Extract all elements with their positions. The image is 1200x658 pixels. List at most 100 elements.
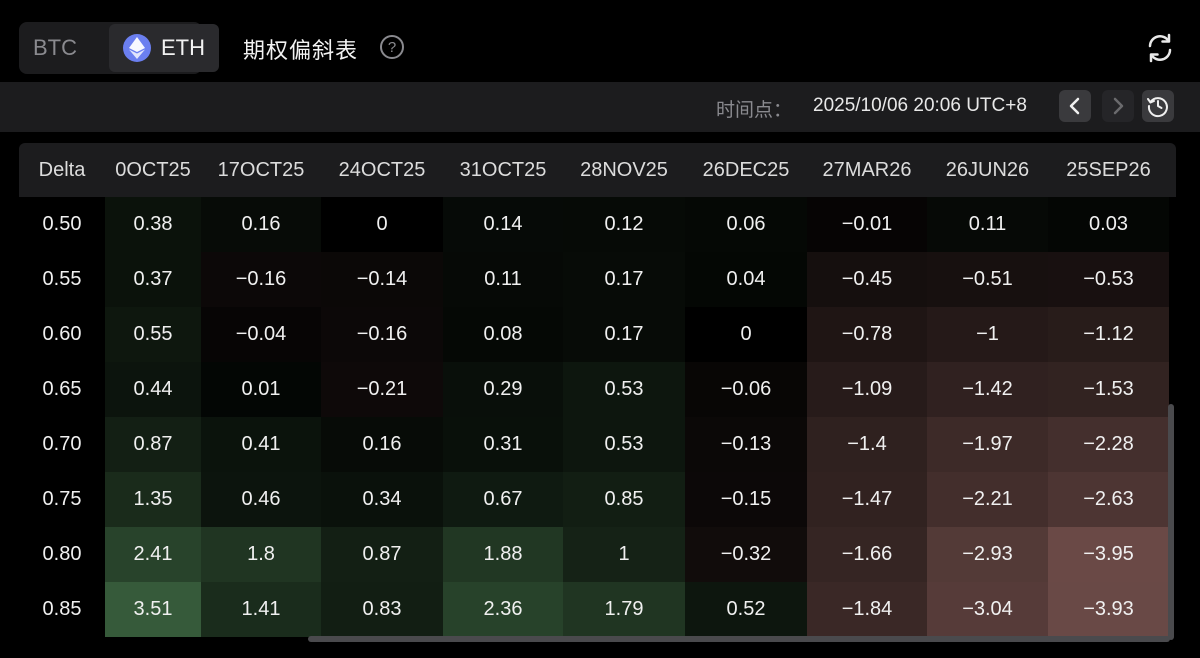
skew-value-cell[interactable]: 0.12 [563,197,685,252]
skew-table: Delta 0OCT25 17OCT25 24OCT25 31OCT25 28NOV25 2… [19,143,1176,648]
skew-value-cell[interactable]: −0.01 [807,197,927,252]
skew-value-cell[interactable]: −2.63 [1048,472,1169,527]
skew-value-cell[interactable]: −1.42 [927,362,1048,417]
skew-value-cell[interactable]: 0.11 [443,252,563,307]
skew-value-cell[interactable]: 0.55 [105,307,201,362]
prev-time-button[interactable] [1059,90,1091,122]
skew-value-cell[interactable]: 3.51 [105,582,201,637]
skew-value-cell[interactable]: 0.14 [443,197,563,252]
skew-value-cell[interactable]: −2.93 [927,527,1048,582]
skew-value-cell[interactable]: 1.8 [201,527,321,582]
skew-value-cell[interactable]: 0.04 [685,252,807,307]
skew-value-cell[interactable]: 0.53 [563,362,685,417]
skew-value-cell[interactable]: −1.4 [807,417,927,472]
skew-value-cell[interactable]: −0.13 [685,417,807,472]
skew-value-cell[interactable]: −0.32 [685,527,807,582]
skew-value-cell[interactable]: −3.95 [1048,527,1169,582]
skew-value-cell[interactable]: −1.12 [1048,307,1169,362]
skew-value-cell[interactable]: 0.16 [321,417,443,472]
skew-value-cell[interactable]: 2.36 [443,582,563,637]
skew-value-cell[interactable]: 0.29 [443,362,563,417]
skew-value-cell[interactable]: −1.66 [807,527,927,582]
help-icon[interactable]: ? [380,35,404,59]
expiry-column-header[interactable]: 0OCT25 [115,158,191,181]
skew-value-cell[interactable]: 1.88 [443,527,563,582]
skew-value-cell[interactable]: 0.17 [563,252,685,307]
skew-value-cell[interactable]: −1.53 [1048,362,1169,417]
page-title: 期权偏斜表 [243,39,359,64]
skew-value-cell[interactable]: −1.09 [807,362,927,417]
skew-value-cell[interactable]: −0.04 [201,307,321,362]
skew-value-cell[interactable]: 0.37 [105,252,201,307]
expiry-column-header[interactable]: 28NOV25 [580,158,668,181]
history-button[interactable] [1142,90,1174,122]
table-row: 0.70 0.87 0.41 0.16 0.31 0.53 −0.13 −1.4 −1.97 −2… [19,417,1176,472]
skew-value-cell[interactable]: 0.41 [201,417,321,472]
coin-btc-button[interactable]: BTC [33,35,77,60]
skew-value-cell[interactable]: −2.28 [1048,417,1169,472]
refresh-icon[interactable] [1144,32,1176,64]
skew-value-cell[interactable]: −0.14 [321,252,443,307]
coin-eth-button[interactable]: ETH [109,24,219,72]
skew-value-cell[interactable]: 0.16 [201,197,321,252]
skew-value-cell[interactable]: 0.01 [201,362,321,417]
skew-value-cell[interactable]: −0.06 [685,362,807,417]
table-row: 0.85 3.51 1.41 0.83 2.36 1.79 0.52 −1.84 −3.04 −3… [19,582,1176,637]
skew-value-cell[interactable]: 0.06 [685,197,807,252]
table-row: 0.80 2.41 1.8 0.87 1.88 1 −0.32 −1.66 −2.93 −3.95 [19,527,1176,582]
skew-value-cell[interactable]: −0.16 [321,307,443,362]
skew-value-cell[interactable]: −0.78 [807,307,927,362]
skew-value-cell[interactable]: −0.51 [927,252,1048,307]
skew-value-cell[interactable]: −0.15 [685,472,807,527]
skew-value-cell[interactable]: −3.93 [1048,582,1169,637]
expiry-column-header[interactable]: 31OCT25 [459,158,547,181]
horizontal-scrollbar[interactable] [308,636,1170,642]
skew-value-cell[interactable]: 0 [321,197,443,252]
skew-value-cell[interactable]: 1 [563,527,685,582]
skew-value-cell[interactable]: 1.41 [201,582,321,637]
skew-value-cell[interactable]: −1.84 [807,582,927,637]
expiry-column-header[interactable]: 25SEP26 [1066,158,1151,181]
skew-value-cell[interactable]: 0.46 [201,472,321,527]
skew-value-cell[interactable]: 0.17 [563,307,685,362]
skew-value-cell[interactable]: 1.79 [563,582,685,637]
skew-value-cell[interactable]: 1.35 [105,472,201,527]
skew-value-cell[interactable]: 0.03 [1048,197,1169,252]
expiry-column-header[interactable]: 17OCT25 [217,158,305,181]
skew-value-cell[interactable]: −0.21 [321,362,443,417]
skew-value-cell[interactable]: −3.04 [927,582,1048,637]
table-body: 0.50 0.38 0.16 0 0.14 0.12 0.06 −0.01 0.11 0.03 0.… [19,197,1176,639]
skew-value-cell[interactable]: 0.08 [443,307,563,362]
expiry-column-header[interactable]: 27MAR26 [822,158,912,181]
skew-value-cell[interactable]: 0.11 [927,197,1048,252]
skew-value-cell[interactable]: 0.31 [443,417,563,472]
skew-value-cell[interactable]: 0.52 [685,582,807,637]
skew-value-cell[interactable]: −0.45 [807,252,927,307]
skew-value-cell[interactable]: −0.53 [1048,252,1169,307]
skew-value-cell[interactable]: −1 [927,307,1048,362]
skew-value-cell[interactable]: 0.44 [105,362,201,417]
skew-value-cell[interactable]: 0.85 [563,472,685,527]
skew-value-cell[interactable]: 0 [685,307,807,362]
skew-value-cell[interactable]: 0.67 [443,472,563,527]
expiry-column-header[interactable]: 26JUN26 [945,158,1030,181]
table-header: Delta 0OCT25 17OCT25 24OCT25 31OCT25 28NOV25 2… [19,143,1176,197]
skew-value-cell[interactable]: 0.53 [563,417,685,472]
skew-value-cell[interactable]: 0.87 [105,417,201,472]
vertical-scrollbar[interactable] [1168,404,1174,640]
skew-value-cell[interactable]: 2.41 [105,527,201,582]
skew-value-cell[interactable]: −2.21 [927,472,1048,527]
skew-value-cell[interactable]: −0.16 [201,252,321,307]
skew-value-cell[interactable]: −1.47 [807,472,927,527]
skew-value-cell[interactable]: 0.38 [105,197,201,252]
delta-cell: 0.55 [42,268,82,290]
skew-value-cell[interactable]: 0.34 [321,472,443,527]
skew-value-cell[interactable]: 0.83 [321,582,443,637]
expiry-column-header[interactable]: 26DEC25 [702,158,790,181]
skew-value-cell[interactable]: 0.87 [321,527,443,582]
time-bar: 时间点： 2025/10/06 20:06 UTC+8 [0,82,1200,132]
expiry-column-header[interactable]: 24OCT25 [338,158,426,181]
next-time-button[interactable] [1102,90,1134,122]
skew-value-cell[interactable]: −1.97 [927,417,1048,472]
table-row: 0.55 0.37 −0.16 −0.14 0.11 0.17 0.04 −0.45 −0.51… [19,252,1176,307]
